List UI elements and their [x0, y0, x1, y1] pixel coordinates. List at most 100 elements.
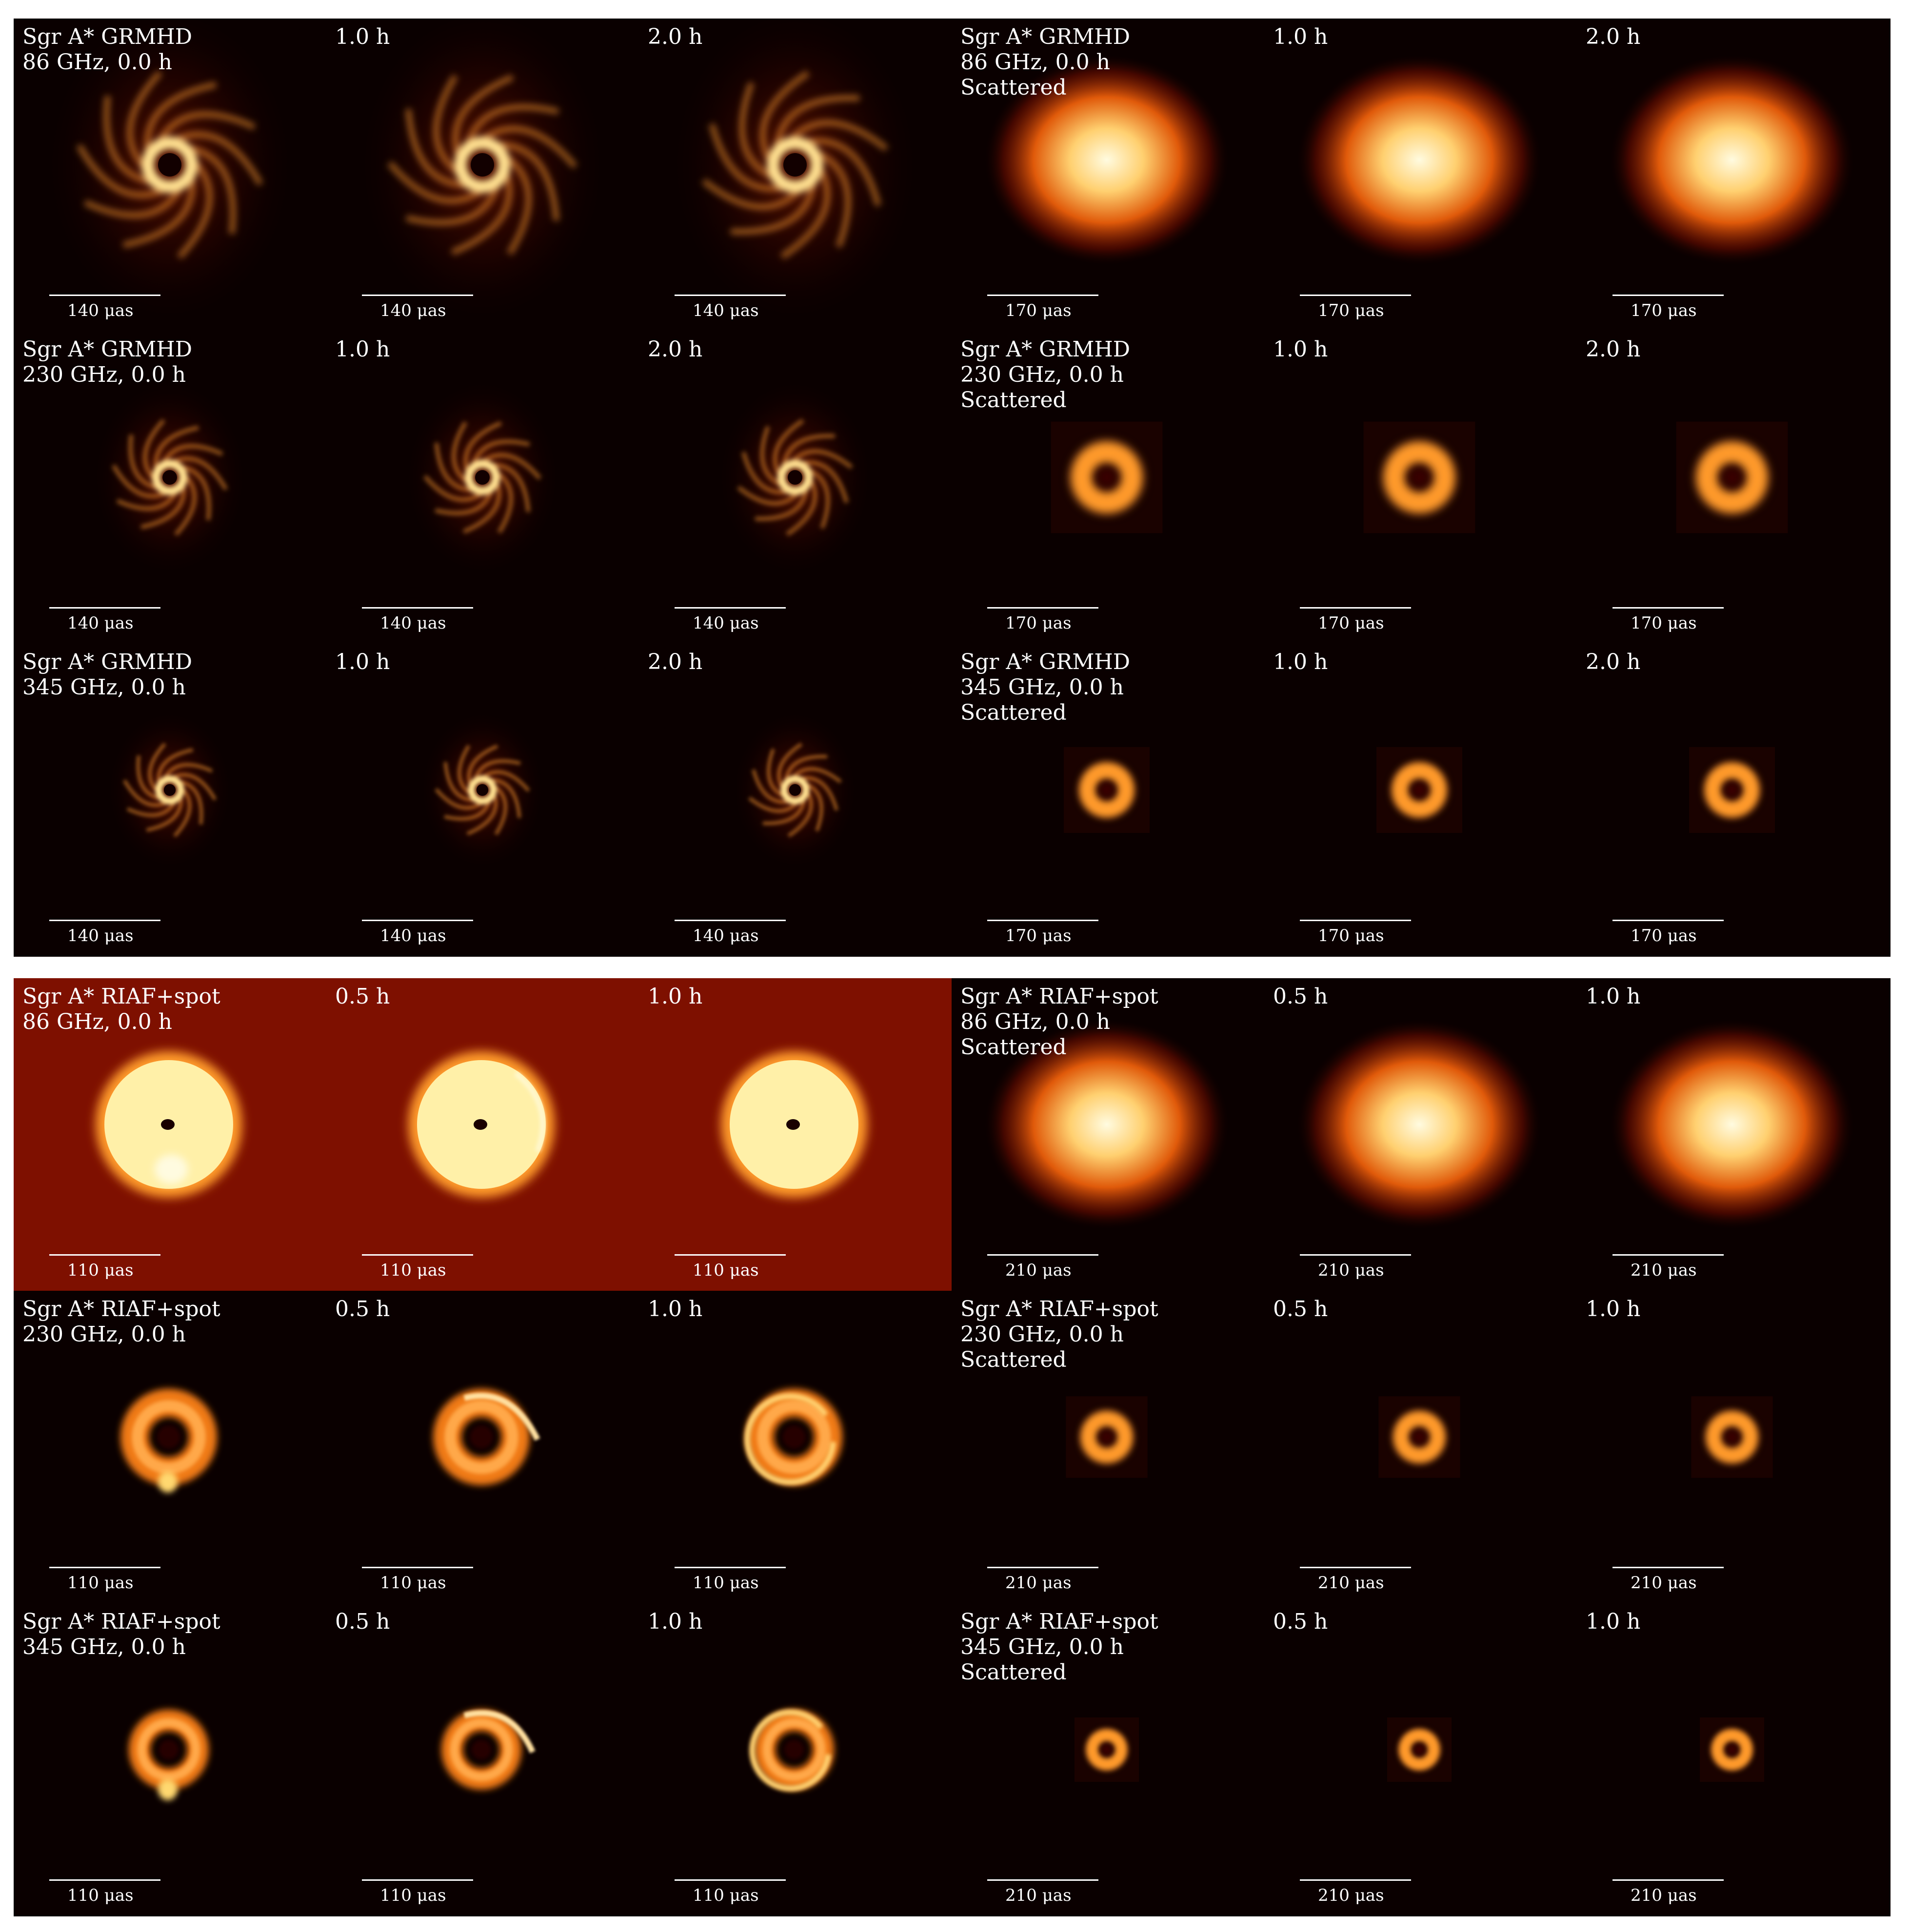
scale-bar-label: 140 μas [693, 301, 759, 320]
scale-bar-label: 170 μas [1005, 301, 1072, 320]
grmhd-86ghz-scattered-t2-tile: 2.0 h 170 μas [1577, 19, 1890, 331]
scale-bar [675, 295, 786, 296]
simulated-image [14, 331, 326, 644]
scale-bar-label: 110 μas [380, 1261, 446, 1280]
riaf-86ghz-unscattered-t1-tile: 0.5 h 110 μas [326, 978, 639, 1291]
time-label: 2.0 h [1586, 337, 1641, 362]
scale-bar-label: 170 μas [1318, 926, 1384, 946]
grmhd-345ghz-unscattered-t2-tile: 2.0 h 140 μas [639, 644, 952, 956]
grmhd-345ghz-unscattered-t0-tile: Sgr A* GRMHD 345 GHz, 0.0 h 140 μas [14, 644, 326, 956]
scale-bar-label: 170 μas [1005, 926, 1072, 946]
simulated-image [326, 644, 639, 956]
simulated-image [1577, 644, 1890, 956]
grmhd-230ghz-unscattered-t1-tile: 1.0 h 140 μas [326, 331, 639, 644]
scale-bar-label: 210 μas [1318, 1573, 1384, 1593]
scale-bar [49, 1254, 160, 1256]
riaf-230ghz-unscattered-t2-tile: 1.0 h 110 μas [639, 1291, 952, 1603]
riaf-230ghz-unscattered-t1-tile: 0.5 h 110 μas [326, 1291, 639, 1603]
time-label: 2.0 h [1586, 24, 1641, 49]
scale-bar [675, 1254, 786, 1256]
simulated-image [1577, 331, 1890, 644]
simulated-image [1577, 19, 1890, 331]
grmhd-86ghz-unscattered-t1-tile: 1.0 h 140 μas [326, 19, 639, 331]
scale-bar-label: 140 μas [693, 926, 759, 946]
riaf-86ghz-unscattered-t2-tile: 1.0 h 110 μas [639, 978, 952, 1291]
riaf-230ghz-scattered-t2-tile: 1.0 h 210 μas [1577, 1291, 1890, 1603]
riaf-345ghz-unscattered-t1-tile: 0.5 h 110 μas [326, 1603, 639, 1916]
simulated-image [639, 1603, 952, 1916]
scale-bar [675, 607, 786, 609]
riaf-230ghz-unscattered-t0-tile: Sgr A* RIAF+spot 230 GHz, 0.0 h 110 μas [14, 1291, 326, 1603]
grmhd-345ghz-scattered-t1-tile: 1.0 h 170 μas [1264, 644, 1577, 956]
scale-bar [49, 920, 160, 921]
scale-bar [987, 1254, 1098, 1256]
time-label: 0.5 h [1273, 1609, 1328, 1634]
simulated-image [1264, 1603, 1577, 1916]
scale-bar [987, 295, 1098, 296]
grmhd-230ghz-scattered-t1-tile: 1.0 h 170 μas [1264, 331, 1577, 644]
scale-bar [675, 920, 786, 921]
time-label: 1.0 h [1273, 337, 1328, 362]
grmhd-86ghz-unscattered-t2-tile: 2.0 h 140 μas [639, 19, 952, 331]
panel-title: Sgr A* RIAF+spot 230 GHz, 0.0 h Scattere… [960, 1297, 1158, 1372]
scale-bar [987, 1879, 1098, 1881]
time-label: 0.5 h [335, 1609, 390, 1634]
simulated-image [1264, 19, 1577, 331]
scale-bar-label: 170 μas [1631, 301, 1697, 320]
scale-bar-label: 170 μas [1631, 926, 1697, 946]
scale-bar [1612, 1879, 1724, 1881]
grmhd-345ghz-scattered-t0-tile: Sgr A* GRMHD 345 GHz, 0.0 h Scattered 170… [952, 644, 1264, 956]
scale-bar [49, 1567, 160, 1568]
scale-bar-label: 140 μas [380, 301, 446, 320]
scale-bar [1612, 1254, 1724, 1256]
scale-bar [1300, 1879, 1411, 1881]
scale-bar-label: 110 μas [693, 1261, 759, 1280]
scale-bar-label: 110 μas [380, 1886, 446, 1905]
riaf-230ghz-scattered-t0-tile: Sgr A* RIAF+spot 230 GHz, 0.0 h Scattere… [952, 1291, 1264, 1603]
scale-bar-label: 110 μas [693, 1886, 759, 1905]
scale-bar [675, 1567, 786, 1568]
grmhd-345ghz-scattered-t2-tile: 2.0 h 170 μas [1577, 644, 1890, 956]
riaf-345ghz-scattered-t1-tile: 0.5 h 210 μas [1264, 1603, 1577, 1916]
scale-bar-label: 210 μas [1005, 1261, 1072, 1280]
simulated-image [952, 331, 1264, 644]
riaf-86ghz-scattered-t0-tile: Sgr A* RIAF+spot 86 GHz, 0.0 h Scattered… [952, 978, 1264, 1291]
simulated-image [952, 1603, 1264, 1916]
simulated-image [1577, 978, 1890, 1291]
time-label: 2.0 h [1586, 650, 1641, 674]
simulated-image [952, 644, 1264, 956]
scale-bar-label: 110 μas [67, 1886, 134, 1905]
riaf-86ghz-scattered-t2-tile: 1.0 h 210 μas [1577, 978, 1890, 1291]
scale-bar [362, 607, 473, 609]
scale-bar-label: 170 μas [1631, 613, 1697, 633]
time-label: 1.0 h [1586, 1609, 1641, 1634]
scale-bar-label: 140 μas [380, 613, 446, 633]
riaf-spot-image-grid: Sgr A* RIAF+spot 86 GHz, 0.0 h 110 μas 0.5… [14, 978, 1891, 1916]
simulated-image [1577, 1603, 1890, 1916]
simulated-image [1577, 1291, 1890, 1603]
simulated-image [639, 978, 952, 1291]
riaf-345ghz-unscattered-t0-tile: Sgr A* RIAF+spot 345 GHz, 0.0 h 110 μas [14, 1603, 326, 1916]
simulated-image [326, 19, 639, 331]
time-label: 1.0 h [335, 337, 390, 362]
scale-bar [1300, 1254, 1411, 1256]
scale-bar [675, 1879, 786, 1881]
time-label: 0.5 h [1273, 984, 1328, 1009]
time-label: 2.0 h [648, 337, 703, 362]
scale-bar-label: 140 μas [67, 926, 134, 946]
simulated-image [1264, 331, 1577, 644]
riaf-345ghz-scattered-t0-tile: Sgr A* RIAF+spot 345 GHz, 0.0 h Scattere… [952, 1603, 1264, 1916]
time-label: 1.0 h [335, 24, 390, 49]
time-label: 1.0 h [1586, 1297, 1641, 1321]
panel-title: Sgr A* RIAF+spot 345 GHz, 0.0 h [22, 1609, 220, 1659]
time-label: 2.0 h [648, 650, 703, 674]
simulated-image [326, 1603, 639, 1916]
scale-bar [362, 295, 473, 296]
simulated-image [639, 331, 952, 644]
scale-bar-label: 110 μas [67, 1261, 134, 1280]
panel-title: Sgr A* GRMHD 86 GHz, 0.0 h [22, 24, 193, 75]
time-label: 1.0 h [1273, 24, 1328, 49]
scale-bar [1612, 295, 1724, 296]
time-label: 0.5 h [1273, 1297, 1328, 1321]
scale-bar [49, 1879, 160, 1881]
